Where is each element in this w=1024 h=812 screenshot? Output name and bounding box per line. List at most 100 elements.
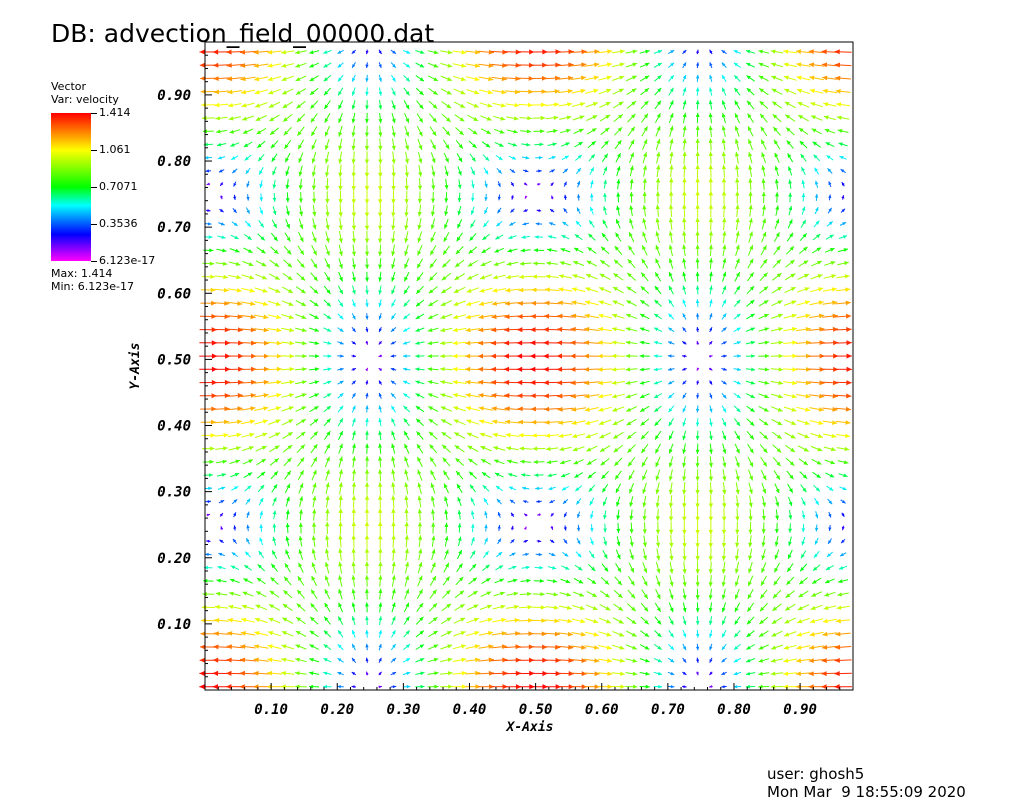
vector-arrow-head: [656, 126, 661, 131]
vector-arrow-head: [668, 449, 673, 454]
vector-arrow-head: [586, 447, 592, 452]
vector-arrow-head: [821, 684, 827, 690]
vector-arrow-head: [682, 556, 687, 561]
vector-arrow-head: [817, 274, 823, 279]
vector-arrow-head: [656, 555, 661, 561]
vector-arrow-head: [404, 185, 409, 191]
vector-arrow-head: [210, 446, 215, 451]
vector-arrow-head: [465, 327, 471, 333]
vector-arrow-head: [709, 49, 713, 54]
vector-arrow-head: [242, 591, 248, 596]
vector-arrow-head: [256, 591, 261, 596]
vector-arrow-head: [774, 541, 779, 547]
vector-arrow-head: [433, 657, 439, 662]
vector-arrow-head: [417, 456, 422, 462]
vector-arrow-head: [764, 340, 770, 345]
vector-arrow-head: [365, 341, 369, 345]
vector-arrow-head: [289, 367, 295, 372]
x-tick-label: 0.80: [717, 702, 751, 718]
vector-arrow-head: [471, 184, 475, 189]
vector-arrow-head: [721, 646, 726, 650]
vector-arrow-head: [709, 422, 713, 427]
vector-arrow-head: [444, 522, 449, 527]
vector-arrow-head: [590, 167, 594, 172]
vector-arrow-head: [325, 238, 330, 243]
vector-arrow-head: [785, 606, 790, 611]
vector-arrow-head: [788, 554, 792, 559]
legend: Vector Var: velocity 1.414 1.061 0.7071 …: [51, 80, 171, 293]
vector-arrow-head: [708, 595, 713, 600]
vector-arrow-head: [300, 263, 305, 268]
vector-arrow-head: [312, 495, 317, 501]
vector-arrow-head: [611, 367, 617, 372]
vector-arrow-head: [365, 430, 369, 435]
vector-arrow-head: [237, 393, 243, 398]
vector-arrow-head: [241, 617, 247, 623]
vector-arrow-head: [846, 393, 852, 399]
vector-arrow-head: [296, 104, 302, 109]
vector-arrow-head: [632, 645, 637, 650]
vector-arrow-head: [656, 581, 661, 587]
vector-arrow-head: [365, 328, 369, 333]
vector-arrow-head: [669, 542, 674, 548]
vector-arrow-head: [642, 204, 647, 210]
vector-arrow-head: [531, 287, 537, 293]
vector-arrow-head: [491, 406, 497, 411]
vector-arrow-head: [497, 538, 501, 543]
vector-arrow-head: [289, 340, 295, 346]
vector-arrow-head: [507, 459, 512, 464]
vector-arrow-head: [365, 50, 369, 55]
vector-arrow-head: [597, 353, 603, 359]
vector-arrow-head: [708, 463, 713, 468]
vector-arrow-head: [378, 418, 382, 423]
vector-arrow-head: [749, 475, 753, 481]
vector-arrow-head: [390, 367, 395, 371]
vector-arrow-head: [351, 561, 356, 567]
vector-arrow-head: [632, 62, 638, 67]
vector-arrow-head: [420, 684, 425, 689]
vector-arrow-head: [457, 510, 462, 515]
vector-arrow-head: [722, 327, 727, 331]
vector-arrow-head: [830, 447, 836, 452]
vector-arrow-head: [682, 313, 686, 318]
vector-arrow-head: [285, 157, 289, 163]
vector-arrow-head: [643, 126, 648, 132]
vector-arrow-head: [295, 50, 300, 55]
vector-arrow-head: [733, 671, 738, 676]
vector-arrow-head: [312, 522, 317, 527]
vector-arrow-head: [615, 232, 620, 238]
vector-arrow-head: [378, 405, 382, 410]
vector-arrow-head: [200, 644, 206, 650]
vector-arrow-head: [761, 178, 766, 183]
vector-arrow-head: [288, 419, 294, 424]
vector-arrow-head: [501, 76, 507, 82]
vector-arrow-head: [406, 50, 411, 54]
vector-arrow-head: [721, 582, 726, 587]
vector-arrow-head: [457, 536, 462, 541]
vector-arrow-head: [796, 75, 802, 81]
vector-arrow-head: [846, 380, 852, 386]
vector-arrow-head: [326, 276, 331, 282]
vector-arrow-head: [834, 644, 841, 650]
vector-arrow-head: [722, 421, 726, 427]
vector-arrow-head: [695, 556, 700, 561]
vector-arrow-head: [253, 670, 259, 676]
vector-arrow-head: [391, 277, 395, 282]
vector-arrow-head: [351, 251, 356, 256]
vector-arrow-head: [431, 171, 436, 177]
vector-arrow-head: [745, 671, 751, 676]
vector-arrow-head: [490, 366, 496, 372]
vector-arrow-head: [842, 235, 848, 239]
vector-arrow-head: [775, 205, 780, 210]
vector-arrow-head: [629, 205, 634, 210]
vector-arrow-head: [584, 340, 590, 346]
vector-arrow-head: [404, 535, 409, 540]
vector-arrow-head: [668, 204, 674, 209]
vector-arrow-head: [815, 220, 820, 225]
vector-arrow-head: [325, 212, 330, 217]
vector-arrow-head: [618, 101, 624, 106]
vector-arrow-head: [364, 238, 370, 244]
vector-arrow-head: [708, 177, 713, 183]
vector-arrow-head: [626, 407, 631, 412]
vector-arrow-head: [695, 608, 700, 613]
